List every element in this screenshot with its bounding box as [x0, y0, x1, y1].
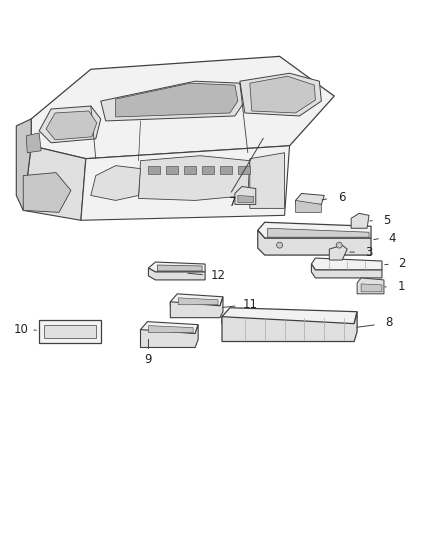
Polygon shape — [23, 146, 86, 220]
Polygon shape — [116, 83, 238, 117]
Polygon shape — [148, 262, 205, 272]
Polygon shape — [296, 200, 321, 212]
Bar — [220, 166, 232, 174]
Polygon shape — [148, 326, 193, 333]
Polygon shape — [44, 325, 96, 337]
Polygon shape — [101, 81, 245, 121]
Polygon shape — [222, 312, 357, 342]
Polygon shape — [26, 133, 41, 153]
Polygon shape — [46, 111, 97, 140]
Text: 7: 7 — [229, 196, 237, 209]
Polygon shape — [250, 153, 285, 208]
Polygon shape — [351, 213, 369, 228]
Text: 1: 1 — [398, 280, 406, 293]
Polygon shape — [170, 297, 223, 318]
Text: 5: 5 — [383, 214, 391, 227]
Polygon shape — [361, 284, 382, 292]
Polygon shape — [141, 325, 198, 348]
Polygon shape — [357, 278, 384, 294]
Bar — [202, 166, 214, 174]
Polygon shape — [222, 308, 357, 324]
Text: 4: 4 — [388, 232, 396, 245]
Text: 6: 6 — [339, 191, 346, 204]
Polygon shape — [148, 268, 205, 280]
Text: 12: 12 — [211, 270, 226, 282]
Bar — [238, 166, 250, 174]
Polygon shape — [240, 73, 321, 116]
Polygon shape — [268, 228, 369, 237]
Polygon shape — [258, 230, 371, 255]
Polygon shape — [23, 173, 71, 212]
Polygon shape — [81, 146, 290, 220]
Polygon shape — [39, 320, 101, 343]
Polygon shape — [296, 193, 324, 204]
Polygon shape — [16, 119, 31, 211]
Text: 3: 3 — [365, 246, 373, 259]
Polygon shape — [91, 166, 141, 200]
Polygon shape — [178, 298, 218, 305]
Polygon shape — [235, 187, 256, 204]
Polygon shape — [250, 76, 315, 113]
Text: 8: 8 — [385, 316, 392, 329]
Polygon shape — [39, 106, 101, 143]
Polygon shape — [311, 258, 382, 270]
Text: 9: 9 — [145, 353, 152, 366]
Circle shape — [336, 242, 342, 248]
Polygon shape — [31, 56, 334, 159]
Bar — [166, 166, 178, 174]
Polygon shape — [311, 264, 382, 278]
Text: 2: 2 — [398, 256, 406, 270]
Text: 10: 10 — [14, 323, 29, 336]
Polygon shape — [329, 245, 347, 260]
Polygon shape — [157, 265, 202, 271]
Polygon shape — [258, 222, 371, 238]
Polygon shape — [141, 321, 198, 334]
Text: 11: 11 — [242, 298, 257, 311]
Bar — [184, 166, 196, 174]
Circle shape — [277, 242, 283, 248]
Polygon shape — [138, 156, 250, 200]
Polygon shape — [238, 196, 254, 203]
Bar — [148, 166, 160, 174]
Polygon shape — [170, 294, 223, 306]
